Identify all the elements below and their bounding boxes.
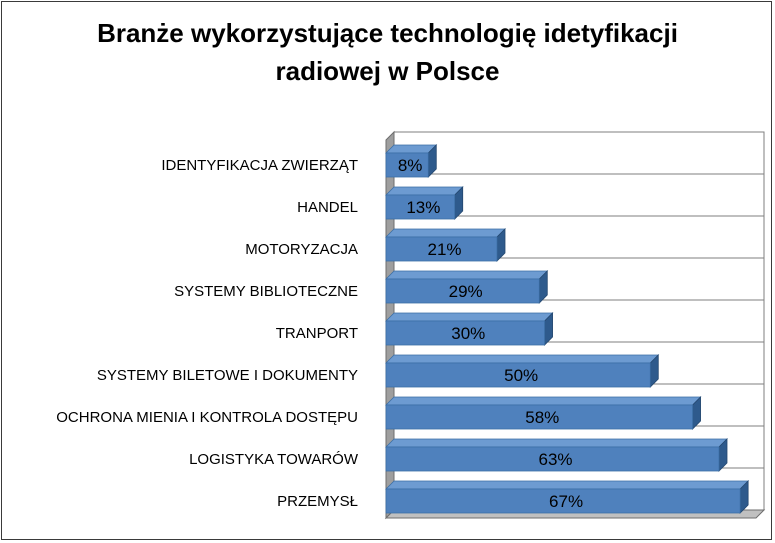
bar-9: 67%: [385, 480, 750, 514]
category-label: LOGISTYKA TOWARÓW: [189, 451, 359, 468]
bar-front: [385, 362, 651, 388]
bar-front: [385, 236, 498, 262]
data-label: 63%: [538, 450, 572, 469]
bar-6: 50%: [385, 354, 660, 388]
bar-7: 58%: [385, 396, 702, 430]
category-label: SYSTEMY BIBLIOTECZNE: [174, 283, 358, 300]
bar-8: 63%: [385, 438, 728, 472]
data-label: 58%: [525, 408, 559, 427]
category-label: OCHRONA MIENIA I KONTROLA DOSTĘPU: [56, 409, 358, 426]
chart-title: Branże wykorzystujące technologię idetyf…: [0, 14, 775, 90]
bars: 8% 13% 21% 29% 30% 50% 58% 63% 67%: [385, 144, 750, 514]
bar-top: [385, 144, 438, 154]
bar-top: [385, 438, 728, 448]
bar-front: [385, 446, 720, 472]
bar-top: [385, 270, 549, 280]
bar-front: [385, 488, 741, 514]
bar-top: [385, 396, 702, 406]
data-label: 50%: [504, 366, 538, 385]
bar-4: 29%: [385, 270, 549, 304]
bar-front: [385, 278, 540, 304]
bar-front: [385, 404, 693, 430]
data-label: 13%: [406, 198, 440, 217]
bar-top: [385, 186, 464, 196]
data-label: 67%: [549, 492, 583, 511]
bar-top: [385, 480, 750, 490]
category-label: MOTORYZACJA: [245, 241, 358, 258]
category-label: IDENTYFIKACJA ZWIERZĄT: [161, 157, 358, 174]
bar-top: [385, 354, 660, 364]
bar-front: [385, 194, 456, 220]
bar-3: 21%: [385, 228, 506, 262]
bar-top: [385, 228, 506, 238]
chart-title-line-2: radiowej w Polsce: [275, 56, 500, 86]
bar-1: 8%: [385, 144, 438, 178]
data-label: 30%: [451, 324, 485, 343]
data-label: 8%: [398, 156, 423, 175]
bar-5: 30%: [385, 312, 554, 346]
data-label: 21%: [427, 240, 461, 259]
bar-front: [385, 152, 429, 178]
category-label: SYSTEMY BILETOWE I DOKUMENTY: [97, 367, 358, 384]
category-labels: IDENTYFIKACJA ZWIERZĄT HANDEL MOTORYZACJA S…: [56, 157, 359, 510]
bar-front: [385, 320, 545, 346]
chart-title-line-1: Branże wykorzystujące technologię idetyf…: [97, 18, 678, 48]
category-label: HANDEL: [297, 199, 358, 216]
data-label: 29%: [449, 282, 483, 301]
category-label: PRZEMYSŁ: [277, 493, 358, 510]
bar-top: [385, 312, 554, 322]
category-label: TRANPORT: [276, 325, 358, 342]
bar-2: 13%: [385, 186, 464, 220]
